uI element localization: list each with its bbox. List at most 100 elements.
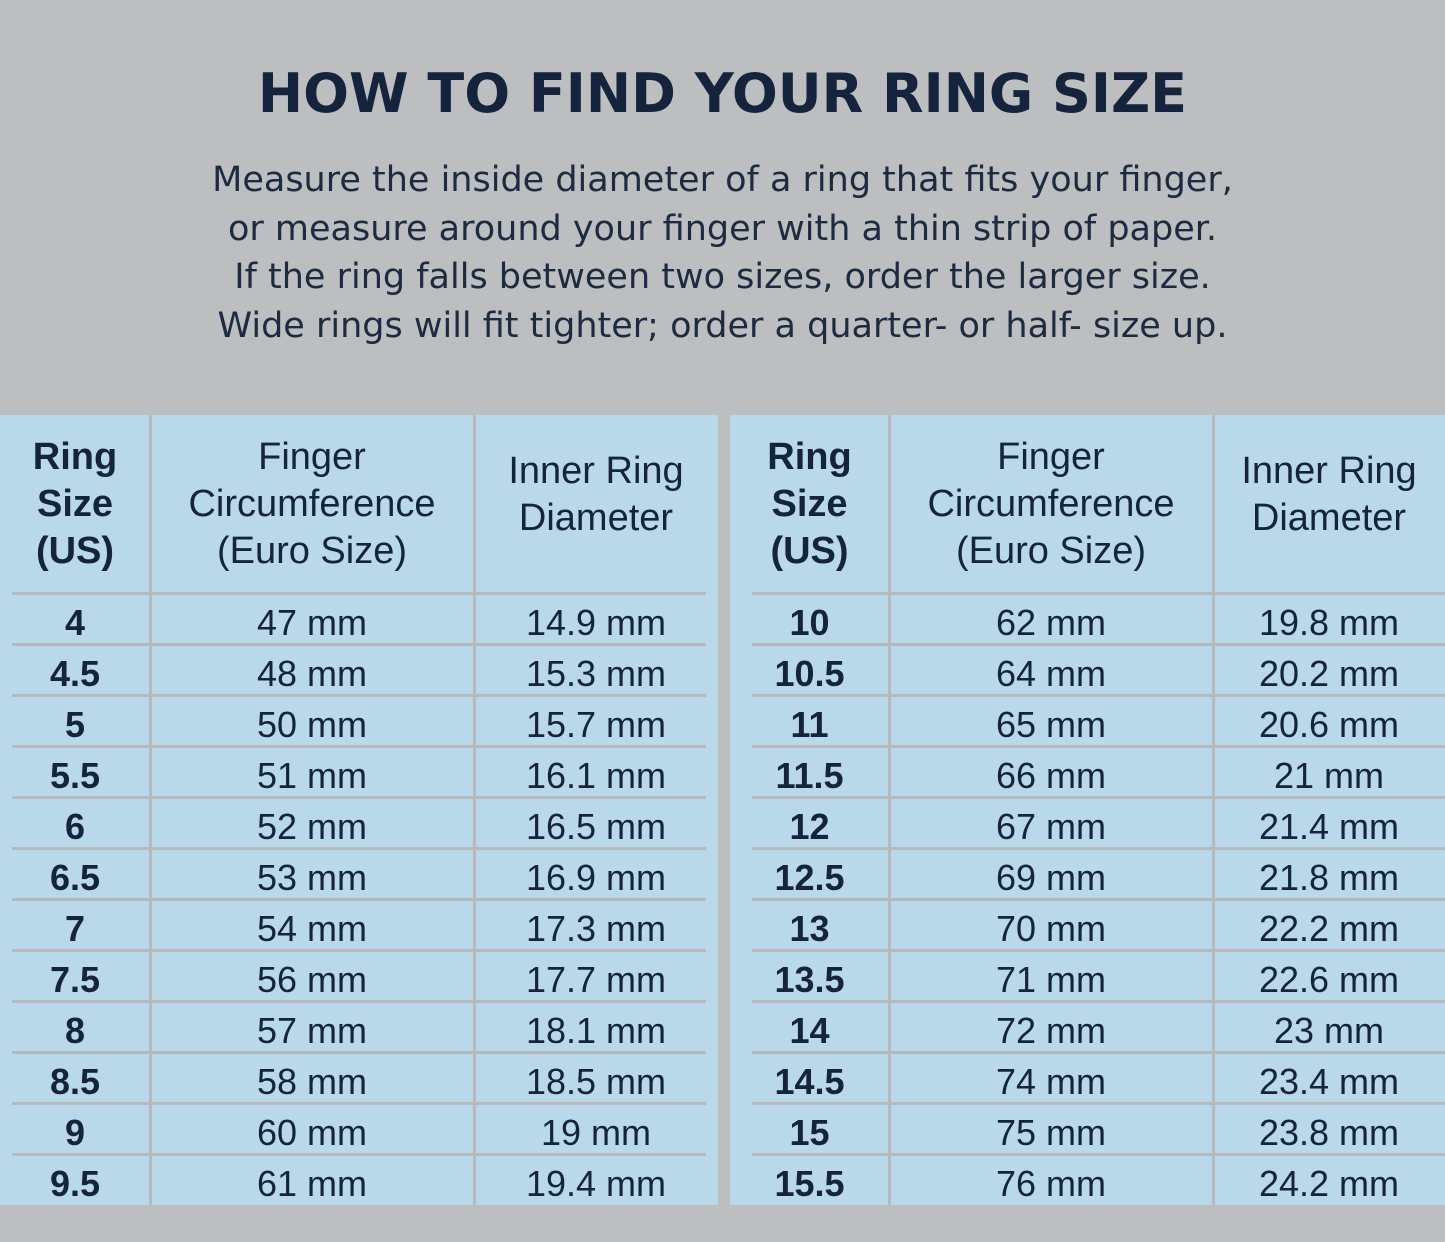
cell-finger-circumference: 70 mm <box>995 907 1107 949</box>
cell-ring-size: 15 <box>789 1111 830 1153</box>
cell-ring-size: 10 <box>789 601 830 643</box>
cell-inner-diameter: 19.8 mm <box>1258 601 1400 643</box>
row-divider <box>752 694 1445 697</box>
cell-finger-circumference: 52 mm <box>256 805 368 847</box>
row-divider <box>752 796 1445 799</box>
cell-finger-circumference: 50 mm <box>256 703 368 745</box>
header-ring-size: Ring Size (US) <box>32 435 118 572</box>
cell-finger-circumference: 53 mm <box>256 856 368 898</box>
cell-finger-circumference: 72 mm <box>995 1009 1107 1051</box>
row-divider <box>752 1153 1445 1156</box>
cell-finger-circumference: 65 mm <box>995 703 1107 745</box>
cell-inner-diameter: 21.4 mm <box>1258 805 1400 847</box>
cell-finger-circumference: 69 mm <box>995 856 1107 898</box>
cell-inner-diameter: 23.8 mm <box>1258 1111 1400 1153</box>
cell-finger-circumference: 56 mm <box>256 958 368 1000</box>
cell-finger-circumference: 74 mm <box>995 1060 1107 1102</box>
row-divider <box>12 1102 706 1105</box>
cell-inner-diameter: 14.9 mm <box>525 601 667 643</box>
row-divider <box>752 949 1445 952</box>
row-divider <box>12 796 706 799</box>
cell-ring-size: 13 <box>789 907 830 949</box>
size-table-right: Ring Size (US) Finger Circumference (Euro… <box>730 415 1445 1205</box>
column-divider <box>888 415 891 1205</box>
row-divider <box>12 745 706 748</box>
cell-finger-circumference: 67 mm <box>995 805 1107 847</box>
row-divider <box>12 643 706 646</box>
cell-inner-diameter: 19 mm <box>540 1111 652 1153</box>
cell-ring-size: 15.5 <box>774 1162 845 1204</box>
cell-inner-diameter: 20.6 mm <box>1258 703 1400 745</box>
cell-finger-circumference: 47 mm <box>256 601 368 643</box>
cell-finger-circumference: 71 mm <box>995 958 1107 1000</box>
row-divider <box>752 1051 1445 1054</box>
cell-ring-size: 9.5 <box>49 1162 101 1204</box>
cell-inner-diameter: 16.5 mm <box>525 805 667 847</box>
cell-finger-circumference: 62 mm <box>995 601 1107 643</box>
size-table-left: Ring Size (US) Finger Circumference (Euro… <box>0 415 718 1205</box>
header-inner-diameter: Inner Ring Diameter <box>508 450 684 539</box>
cell-ring-size: 10.5 <box>774 652 845 694</box>
header-finger-circumference: Finger Circumference (Euro Size) <box>188 435 436 572</box>
cell-inner-diameter: 15.7 mm <box>525 703 667 745</box>
cell-finger-circumference: 48 mm <box>256 652 368 694</box>
cell-finger-circumference: 58 mm <box>256 1060 368 1102</box>
cell-ring-size: 6.5 <box>49 856 101 898</box>
cell-inner-diameter: 19.4 mm <box>525 1162 667 1204</box>
column-divider <box>1212 415 1215 1205</box>
cell-ring-size: 4.5 <box>49 652 101 694</box>
cell-ring-size: 8.5 <box>49 1060 101 1102</box>
cell-inner-diameter: 21.8 mm <box>1258 856 1400 898</box>
cell-ring-size: 14.5 <box>774 1060 845 1102</box>
cell-inner-diameter: 16.9 mm <box>525 856 667 898</box>
row-divider <box>12 898 706 901</box>
intro-line: If the ring falls between two sizes, ord… <box>234 257 1211 297</box>
row-divider <box>12 1000 706 1003</box>
cell-ring-size: 5 <box>64 703 86 745</box>
row-divider <box>752 592 1445 595</box>
cell-inner-diameter: 17.7 mm <box>525 958 667 1000</box>
cell-ring-size: 11 <box>790 703 829 745</box>
cell-ring-size: 12 <box>789 805 830 847</box>
cell-ring-size: 13.5 <box>774 958 845 1000</box>
row-divider <box>752 745 1445 748</box>
cell-ring-size: 14 <box>789 1009 830 1051</box>
row-divider <box>12 949 706 952</box>
cell-ring-size: 7 <box>64 907 86 949</box>
intro-line: Measure the inside diameter of a ring th… <box>212 160 1233 200</box>
cell-ring-size: 4 <box>64 601 86 643</box>
header-finger-circumference: Finger Circumference (Euro Size) <box>927 435 1175 572</box>
cell-ring-size: 6 <box>64 805 86 847</box>
cell-inner-diameter: 18.1 mm <box>525 1009 667 1051</box>
row-divider <box>752 643 1445 646</box>
row-divider <box>752 1102 1445 1105</box>
cell-inner-diameter: 24.2 mm <box>1258 1162 1400 1204</box>
cell-ring-size: 9 <box>64 1111 86 1153</box>
cell-inner-diameter: 20.2 mm <box>1258 652 1400 694</box>
header-inner-diameter: Inner Ring Diameter <box>1241 450 1417 539</box>
cell-inner-diameter: 23 mm <box>1273 1009 1385 1051</box>
cell-ring-size: 11.5 <box>775 754 844 796</box>
row-divider <box>12 694 706 697</box>
cell-finger-circumference: 66 mm <box>995 754 1107 796</box>
cell-ring-size: 12.5 <box>774 856 845 898</box>
cell-inner-diameter: 15.3 mm <box>525 652 667 694</box>
intro-line: Wide rings will fit tighter; order a qua… <box>217 305 1228 346</box>
column-divider <box>149 415 152 1205</box>
cell-finger-circumference: 51 mm <box>256 754 368 796</box>
cell-ring-size: 5.5 <box>49 754 101 796</box>
row-divider <box>12 847 706 850</box>
cell-inner-diameter: 21 mm <box>1273 754 1385 796</box>
cell-inner-diameter: 17.3 mm <box>525 907 667 949</box>
row-divider <box>752 847 1445 850</box>
cell-finger-circumference: 61 mm <box>256 1162 368 1204</box>
cell-finger-circumference: 76 mm <box>995 1162 1107 1204</box>
intro-line: or measure around your finger with a thi… <box>227 208 1218 249</box>
row-divider <box>12 592 706 595</box>
header-ring-size: Ring Size (US) <box>767 435 852 572</box>
row-divider <box>12 1051 706 1054</box>
row-divider <box>12 1153 706 1156</box>
intro-text: Measure the inside diameter of a ring th… <box>0 156 1445 350</box>
cell-finger-circumference: 75 mm <box>995 1111 1107 1153</box>
cell-inner-diameter: 22.6 mm <box>1258 958 1400 1000</box>
